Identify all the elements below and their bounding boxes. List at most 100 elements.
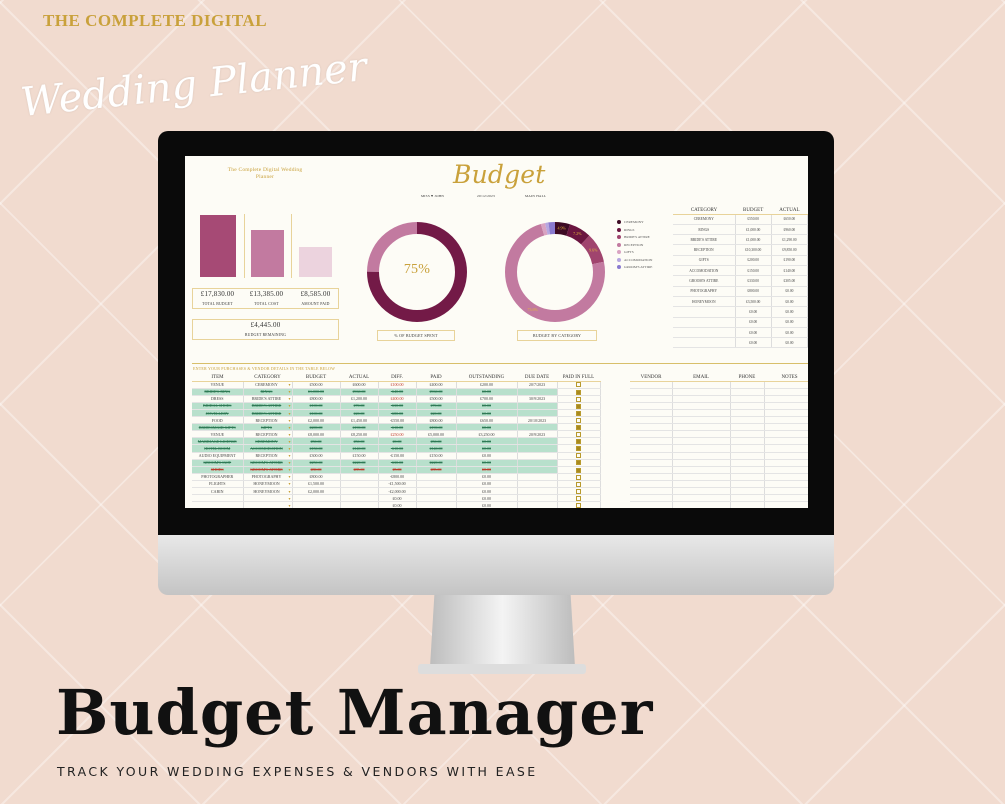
table-cell[interactable]: HONEYMOON ▾ (243, 487, 293, 496)
table-cell[interactable] (730, 487, 765, 496)
table-cell[interactable]: £8,000.00 (292, 430, 341, 439)
table-cell[interactable]: £0.00 (456, 501, 518, 508)
table-cell[interactable] (672, 409, 731, 418)
table-cell[interactable] (340, 473, 379, 481)
dropdown-arrow-icon[interactable]: ▾ (288, 403, 291, 409)
table-cell[interactable]: £0.00 (378, 501, 417, 508)
table-cell[interactable] (517, 437, 558, 446)
table-cell[interactable] (730, 416, 765, 425)
table-cell[interactable]: £140.00 (416, 444, 457, 453)
table-cell[interactable]: £150.00 (292, 444, 341, 453)
table-cell[interactable] (672, 466, 731, 474)
table-cell[interactable]: £80.00 (292, 466, 341, 474)
table-cell[interactable]: -£1,500.00 (378, 480, 417, 489)
table-cell[interactable]: £0.00 (456, 409, 518, 418)
table-cell[interactable]: £250.00 (378, 430, 417, 439)
table-cell[interactable] (672, 388, 731, 396)
table-cell[interactable]: BRIDESMAID GIFTS (192, 423, 244, 432)
table-cell[interactable] (517, 480, 558, 489)
table-cell[interactable]: £0.00 (378, 437, 417, 446)
table-cell[interactable]: ACCOMODATION ▾ (243, 444, 293, 453)
table-cell[interactable] (340, 480, 379, 489)
table-cell[interactable]: £800.00 (735, 286, 772, 297)
table-cell[interactable] (517, 444, 558, 453)
table-cell[interactable]: £100.00 (292, 402, 341, 410)
paid-in-full-checkbox[interactable] (576, 382, 581, 388)
table-cell[interactable]: FOOD (192, 416, 244, 425)
table-cell[interactable]: £20.00 (340, 409, 379, 418)
paid-in-full-checkbox[interactable] (576, 389, 581, 395)
table-cell[interactable] (730, 430, 765, 439)
dropdown-arrow-icon[interactable]: ▾ (288, 417, 291, 423)
paid-in-full-checkbox[interactable] (576, 460, 581, 466)
table-cell[interactable]: RINGS ▾ (243, 388, 293, 396)
table-cell[interactable] (517, 452, 558, 460)
table-cell[interactable] (730, 444, 765, 453)
table-cell[interactable] (672, 430, 731, 439)
dropdown-arrow-icon[interactable]: ▾ (288, 438, 291, 444)
table-cell[interactable]: £190.00 (771, 255, 808, 267)
table-cell[interactable] (416, 473, 457, 481)
table-cell[interactable] (672, 487, 731, 496)
table-cell[interactable]: £0.00 (456, 437, 518, 446)
table-cell[interactable]: £50.00 (416, 437, 457, 446)
table-cell[interactable]: HOTEL ROOM (192, 444, 244, 453)
dropdown-arrow-icon[interactable]: ▾ (288, 481, 291, 487)
table-cell[interactable]: £150.00 (340, 452, 379, 460)
table-cell[interactable]: BRIDAL SHOES (192, 402, 244, 410)
table-cell[interactable]: MARRIAGE LICENSE (192, 437, 244, 446)
dropdown-arrow-icon[interactable]: ▾ (288, 502, 291, 508)
table-cell[interactable]: CEREMONY ▾ (243, 381, 293, 389)
table-cell[interactable]: SHOES (192, 466, 244, 474)
table-cell[interactable] (517, 473, 558, 481)
paid-in-full-checkbox[interactable] (576, 474, 581, 480)
table-cell[interactable] (340, 494, 379, 503)
table-cell[interactable] (672, 395, 731, 403)
table-cell[interactable]: £600.00 (340, 381, 379, 389)
table-cell[interactable] (630, 402, 673, 410)
table-cell[interactable]: PHOTOGRAPHY (673, 286, 736, 297)
table-cell[interactable]: £220.00 (416, 459, 457, 467)
dropdown-arrow-icon[interactable]: ▾ (288, 474, 291, 480)
table-cell[interactable] (630, 473, 673, 481)
dropdown-arrow-icon[interactable]: ▾ (288, 396, 291, 402)
table-cell[interactable] (517, 409, 558, 418)
table-cell[interactable]: £960.00 (340, 388, 379, 396)
table-cell[interactable]: PHOTOGRAPHY ▾ (243, 473, 293, 481)
table-cell[interactable] (673, 337, 736, 349)
table-cell[interactable] (730, 480, 765, 489)
table-cell[interactable]: £1,500.00 (292, 480, 341, 489)
table-cell[interactable]: £5,000.00 (416, 430, 457, 439)
table-cell[interactable]: £0.00 (771, 327, 808, 339)
table-cell[interactable]: £0.00 (456, 473, 518, 481)
table-cell[interactable] (672, 437, 731, 446)
table-cell[interactable]: £800.00 (416, 416, 457, 425)
table-cell[interactable]: -£800.00 (378, 473, 417, 481)
table-cell[interactable]: AUDIO EQUIPMENT (192, 452, 244, 460)
dropdown-arrow-icon[interactable]: ▾ (288, 410, 291, 416)
table-cell[interactable] (764, 494, 808, 503)
table-cell[interactable] (630, 501, 673, 508)
table-cell[interactable]: £0.00 (771, 286, 808, 297)
table-cell[interactable] (672, 473, 731, 481)
dropdown-arrow-icon[interactable]: ▾ (288, 424, 291, 430)
table-cell[interactable] (730, 381, 765, 389)
wedding-venue[interactable]: MAIN HALL (525, 194, 547, 198)
table-cell[interactable]: £190.00 (340, 423, 379, 432)
dropdown-arrow-icon[interactable]: ▾ (288, 495, 291, 501)
table-cell[interactable] (517, 494, 558, 503)
paid-in-full-checkbox[interactable] (576, 410, 581, 416)
table-cell[interactable]: VENUE (192, 430, 244, 439)
table-cell[interactable] (517, 459, 558, 467)
table-cell[interactable] (340, 487, 379, 496)
table-cell[interactable]: 20/9/2023 (517, 430, 558, 439)
table-cell[interactable]: £0.00 (735, 306, 772, 318)
table-cell[interactable]: -£150.00 (378, 452, 417, 460)
table-cell[interactable]: £0.00 (735, 327, 772, 339)
table-cell[interactable] (630, 395, 673, 403)
table-cell[interactable]: BRIDE'S RING (192, 388, 244, 396)
table-cell[interactable] (630, 459, 673, 467)
table-cell[interactable]: RECEPTION ▾ (243, 452, 293, 460)
table-cell[interactable] (764, 395, 808, 403)
table-cell[interactable]: £9,850.00 (771, 244, 808, 256)
